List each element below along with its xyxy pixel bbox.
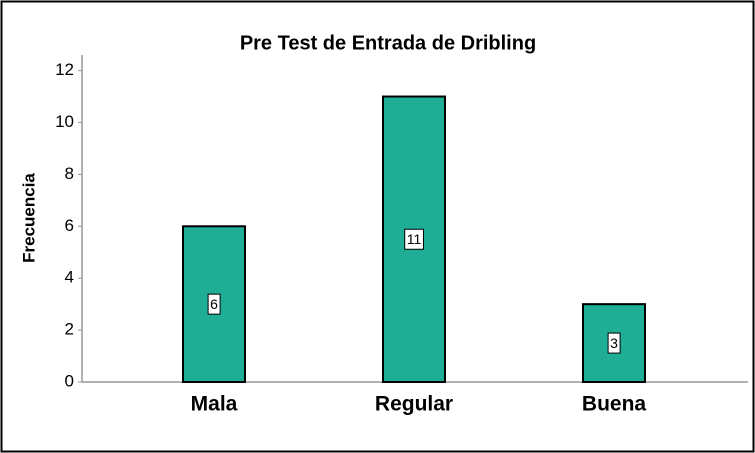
y-tick-label: 12 — [55, 60, 74, 79]
x-tick-label: Buena — [582, 393, 647, 416]
y-tick-label: 0 — [65, 371, 74, 390]
value-label: 6 — [210, 296, 218, 312]
x-tick-label: Regular — [375, 393, 453, 416]
value-label-box — [207, 293, 221, 315]
y-axis-label: Frecuencia — [19, 173, 38, 263]
x-tick-label: Mala — [191, 393, 238, 416]
value-label: 11 — [407, 231, 422, 247]
chart-title: Pre Test de Entrada de Dribling — [240, 32, 536, 54]
y-tick-label: 8 — [65, 164, 74, 183]
y-tick-label: 6 — [65, 216, 74, 235]
value-label-box — [607, 332, 621, 354]
bar — [182, 225, 246, 383]
y-tick-label: 2 — [65, 320, 74, 339]
y-tick-label: 10 — [55, 112, 74, 131]
y-tick-label: 4 — [65, 268, 74, 287]
value-label-box — [404, 228, 424, 250]
value-label: 3 — [610, 335, 618, 351]
